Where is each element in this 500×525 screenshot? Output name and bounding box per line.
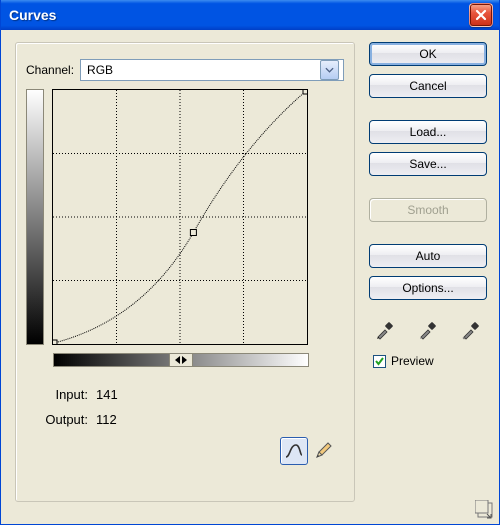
check-icon: [374, 356, 385, 367]
curve-point-highlight-end[interactable]: [303, 90, 307, 94]
eyedropper-white-button[interactable]: [457, 318, 485, 342]
eyedropper-white-icon: [461, 320, 481, 340]
channel-row: Channel: RGB: [26, 59, 344, 81]
input-readout: Input: 141: [26, 387, 344, 402]
eyedropper-black-button[interactable]: [371, 318, 399, 342]
titlebar: Curves: [1, 0, 499, 30]
close-icon: [475, 9, 487, 21]
curves-dialog: Curves Channel: RGB: [0, 0, 500, 525]
pencil-tool-icon: [314, 440, 334, 460]
graph-area: [26, 89, 344, 345]
preview-label: Preview: [391, 354, 434, 368]
channel-select[interactable]: RGB: [80, 59, 344, 81]
auto-button[interactable]: Auto: [369, 244, 487, 268]
chevron-down-icon: [320, 60, 339, 80]
vertical-gradient: [26, 89, 44, 345]
pencil-tool-button[interactable]: [312, 437, 336, 463]
cancel-button[interactable]: Cancel: [369, 74, 487, 98]
close-button[interactable]: [469, 3, 493, 27]
dialog-content: Channel: RGB: [1, 30, 499, 524]
grid-lines: [53, 90, 307, 344]
smooth-button: Smooth: [369, 198, 487, 222]
horizontal-gradient[interactable]: [53, 353, 309, 367]
preview-row[interactable]: Preview: [373, 354, 487, 368]
load-button[interactable]: Load...: [369, 120, 487, 144]
resize-grip-icon: [475, 500, 495, 520]
eyedropper-gray-icon: [418, 320, 438, 340]
curve-point-midtone[interactable]: [190, 230, 196, 236]
ok-button[interactable]: OK: [369, 42, 487, 66]
preview-checkbox[interactable]: [373, 355, 386, 368]
eyedropper-row: [371, 318, 485, 342]
horizontal-gradient-row: [53, 353, 344, 367]
curve-graph[interactable]: [52, 89, 308, 345]
eyedropper-black-icon: [375, 320, 395, 340]
triangle-right-icon: [182, 356, 187, 364]
output-label: Output:: [26, 412, 88, 427]
curves-groupbox: Channel: RGB: [15, 42, 355, 502]
curve-tool-button[interactable]: [280, 437, 308, 465]
left-pane: Channel: RGB: [15, 42, 355, 512]
save-button[interactable]: Save...: [369, 152, 487, 176]
input-label: Input:: [26, 387, 88, 402]
output-value: 112: [96, 412, 117, 427]
resize-grip[interactable]: [475, 500, 495, 520]
right-pane: OK Cancel Load... Save... Smooth Auto Op…: [355, 42, 487, 512]
input-value: 141: [96, 387, 118, 402]
output-readout: Output: 112: [26, 412, 344, 427]
gradient-midpoint-handle[interactable]: [169, 353, 193, 367]
channel-label: Channel:: [26, 63, 74, 77]
curve-tool-buttons: [280, 437, 336, 465]
options-button[interactable]: Options...: [369, 276, 487, 300]
window-title: Curves: [9, 7, 469, 23]
curve-tool-icon: [284, 441, 304, 461]
eyedropper-gray-button[interactable]: [414, 318, 442, 342]
curve-point-shadow-end[interactable]: [53, 340, 57, 344]
triangle-left-icon: [175, 356, 180, 364]
channel-value: RGB: [87, 63, 320, 77]
